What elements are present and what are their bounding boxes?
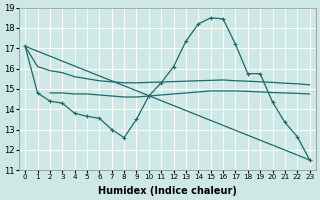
X-axis label: Humidex (Indice chaleur): Humidex (Indice chaleur) bbox=[98, 186, 237, 196]
